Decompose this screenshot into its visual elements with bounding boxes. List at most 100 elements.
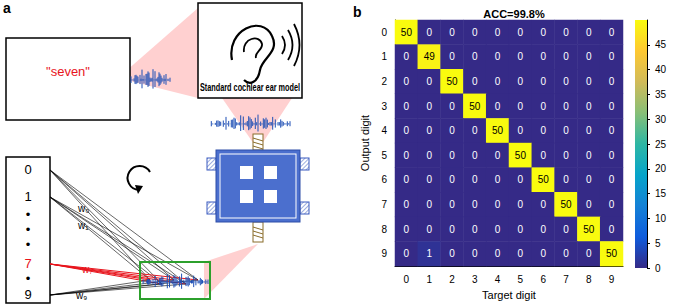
svg-text:35: 35 <box>655 89 667 100</box>
svg-text:0: 0 <box>449 199 455 210</box>
svg-text:1: 1 <box>381 51 387 62</box>
svg-text:0: 0 <box>495 27 501 38</box>
svg-text:0: 0 <box>586 125 592 136</box>
svg-text:5: 5 <box>655 238 661 249</box>
svg-text:0: 0 <box>563 125 569 136</box>
svg-text:0: 0 <box>518 101 524 112</box>
svg-text:0: 0 <box>540 224 546 235</box>
svg-text:0: 0 <box>563 51 569 62</box>
svg-text:15: 15 <box>655 188 667 199</box>
svg-text:0: 0 <box>609 150 615 161</box>
svg-text:0: 0 <box>540 125 546 136</box>
svg-text:•: • <box>26 207 31 222</box>
svg-text:0: 0 <box>563 101 569 112</box>
svg-text:Output digit: Output digit <box>359 115 371 171</box>
svg-text:0: 0 <box>495 224 501 235</box>
svg-text:0: 0 <box>609 101 615 112</box>
svg-text:0: 0 <box>449 248 455 259</box>
svg-text:2: 2 <box>381 76 387 87</box>
svg-text:0: 0 <box>609 76 615 87</box>
svg-text:w₉: w₉ <box>75 290 87 301</box>
svg-text:w₇: w₇ <box>81 264 93 275</box>
svg-text:0: 0 <box>472 224 478 235</box>
svg-text:Standard cochlear ear model: Standard cochlear ear model <box>200 82 300 93</box>
svg-text:25: 25 <box>655 139 667 150</box>
svg-text:9: 9 <box>609 274 615 285</box>
svg-text:0: 0 <box>563 224 569 235</box>
svg-text:1: 1 <box>426 248 432 259</box>
svg-text:"seven": "seven" <box>46 64 90 79</box>
svg-text:30: 30 <box>655 114 667 125</box>
svg-text:0: 0 <box>540 150 546 161</box>
svg-text:0: 0 <box>426 76 432 87</box>
svg-text:1: 1 <box>24 189 31 204</box>
svg-text:50: 50 <box>515 150 527 161</box>
svg-text:4: 4 <box>495 274 501 285</box>
svg-text:0: 0 <box>404 174 410 185</box>
svg-text:1: 1 <box>426 274 432 285</box>
svg-text:50: 50 <box>583 224 595 235</box>
svg-text:0: 0 <box>404 224 410 235</box>
svg-text:5: 5 <box>381 150 387 161</box>
svg-text:0: 0 <box>449 27 455 38</box>
svg-text:0: 0 <box>472 76 478 87</box>
svg-text:0: 0 <box>609 125 615 136</box>
svg-text:0: 0 <box>563 27 569 38</box>
svg-text:0: 0 <box>609 224 615 235</box>
svg-text:0: 0 <box>586 150 592 161</box>
svg-text:b: b <box>353 4 362 20</box>
svg-text:0: 0 <box>563 76 569 87</box>
svg-text:50: 50 <box>606 248 618 259</box>
svg-text:9: 9 <box>381 248 387 259</box>
svg-text:0: 0 <box>472 125 478 136</box>
svg-text:0: 0 <box>472 51 478 62</box>
svg-text:3: 3 <box>472 274 478 285</box>
svg-text:0: 0 <box>404 274 410 285</box>
svg-text:0: 0 <box>404 125 410 136</box>
svg-text:0: 0 <box>472 27 478 38</box>
svg-text:Target digit: Target digit <box>482 289 536 301</box>
svg-text:7: 7 <box>24 256 31 271</box>
svg-text:0: 0 <box>404 51 410 62</box>
svg-text:w₁: w₁ <box>77 220 89 231</box>
svg-text:0: 0 <box>518 199 524 210</box>
svg-text:0: 0 <box>24 162 31 177</box>
svg-text:5: 5 <box>518 274 524 285</box>
svg-text:8: 8 <box>381 224 387 235</box>
svg-text:9: 9 <box>24 287 31 302</box>
svg-text:0: 0 <box>609 27 615 38</box>
svg-text:•: • <box>26 271 31 286</box>
svg-text:0: 0 <box>563 150 569 161</box>
svg-text:0: 0 <box>495 150 501 161</box>
svg-text:0: 0 <box>586 51 592 62</box>
svg-text:0: 0 <box>449 174 455 185</box>
svg-text:0: 0 <box>609 174 615 185</box>
svg-text:50: 50 <box>560 199 572 210</box>
svg-text:0: 0 <box>426 101 432 112</box>
svg-text:0: 0 <box>586 174 592 185</box>
svg-text:0: 0 <box>472 248 478 259</box>
svg-text:6: 6 <box>381 174 387 185</box>
svg-text:3: 3 <box>381 101 387 112</box>
svg-text:0: 0 <box>472 199 478 210</box>
svg-text:0: 0 <box>449 51 455 62</box>
svg-text:0: 0 <box>609 199 615 210</box>
svg-text:0: 0 <box>586 248 592 259</box>
svg-text:50: 50 <box>401 27 413 38</box>
svg-text:0: 0 <box>540 101 546 112</box>
svg-text:0: 0 <box>609 51 615 62</box>
svg-text:20: 20 <box>655 163 667 174</box>
svg-text:50: 50 <box>492 125 504 136</box>
svg-text:0: 0 <box>426 150 432 161</box>
svg-text:0: 0 <box>495 174 501 185</box>
svg-text:0: 0 <box>495 101 501 112</box>
svg-text:0: 0 <box>472 174 478 185</box>
svg-text:0: 0 <box>404 76 410 87</box>
svg-text:0: 0 <box>449 101 455 112</box>
svg-text:0: 0 <box>472 150 478 161</box>
svg-text:40: 40 <box>655 64 667 75</box>
svg-text:0: 0 <box>381 27 387 38</box>
svg-text:0: 0 <box>449 224 455 235</box>
svg-text:0: 0 <box>426 199 432 210</box>
svg-text:0: 0 <box>586 27 592 38</box>
